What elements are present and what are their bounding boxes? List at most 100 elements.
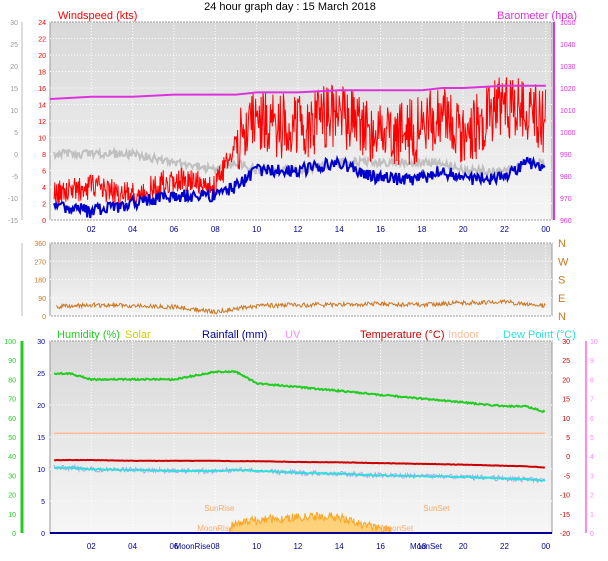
annotation-label: MoonRise bbox=[197, 524, 234, 533]
moonset-x-label: MoonSet bbox=[410, 542, 443, 551]
uv-tick-label: 5 bbox=[590, 435, 594, 442]
x-tick-label: 00 bbox=[541, 225, 550, 234]
legend-label: Rainfall (mm) bbox=[202, 329, 267, 341]
barometer-tick-label: 970 bbox=[560, 196, 572, 203]
x-tick-label: 06 bbox=[169, 225, 178, 234]
x-tick-label: 20 bbox=[459, 542, 468, 551]
x-tick-label: 04 bbox=[128, 225, 137, 234]
barometer-tick-label: 960 bbox=[560, 218, 572, 225]
temp-tick-label: -10 bbox=[560, 493, 570, 500]
x-tick-label: 14 bbox=[335, 542, 344, 551]
barometer-tick-label: 980 bbox=[560, 174, 572, 181]
annotation-label: MoonSet bbox=[381, 524, 414, 533]
uv-tick-label: 4 bbox=[590, 454, 594, 461]
humidity-line bbox=[53, 369, 546, 414]
humidity-tick-label: 80 bbox=[8, 377, 16, 384]
wind-tick-label: 22 bbox=[38, 37, 46, 44]
humidity-tick-label: 50 bbox=[8, 435, 16, 442]
temp-tick-label: 5 bbox=[566, 435, 570, 442]
outer-tick-label: 20 bbox=[10, 64, 18, 71]
temp-tick-label: 10 bbox=[562, 416, 570, 423]
barometer-tick-label: 1040 bbox=[560, 42, 576, 49]
humidity-tick-label: 60 bbox=[8, 416, 16, 423]
direction-tick-label: 0 bbox=[42, 314, 46, 321]
x-tick-label: 14 bbox=[335, 225, 344, 234]
compass-label: W bbox=[558, 256, 569, 268]
uv-tick-label: 3 bbox=[590, 473, 594, 480]
direction-tick-label: 90 bbox=[38, 296, 46, 303]
humidity-tick-label: 100 bbox=[4, 339, 16, 346]
wind-tick-label: 0 bbox=[42, 218, 46, 225]
humidity-tick-label: 40 bbox=[8, 454, 16, 461]
x-tick-label: 12 bbox=[293, 542, 302, 551]
x-tick-label: 02 bbox=[87, 542, 96, 551]
uv-tick-label: 6 bbox=[590, 416, 594, 423]
x-tick-label: 02 bbox=[87, 225, 96, 234]
x-tick-label: 04 bbox=[128, 542, 137, 551]
x-tick-label: 18 bbox=[417, 542, 426, 551]
humidity-tick-label: 70 bbox=[8, 397, 16, 404]
rain-tick-label: 5 bbox=[41, 499, 45, 506]
dewpoint-line bbox=[53, 465, 546, 483]
barometer-tick-label: 1030 bbox=[560, 64, 576, 71]
x-tick-label: 22 bbox=[500, 542, 509, 551]
uv-tick-label: 2 bbox=[590, 493, 594, 500]
temperature-line bbox=[54, 458, 546, 469]
barometer-line bbox=[49, 84, 546, 100]
barometer-axis-label: Barometer (hpa) bbox=[497, 10, 577, 22]
wind-tick-label: 2 bbox=[42, 202, 46, 209]
legend-label: Dew Point (°C) bbox=[503, 329, 576, 341]
temp-tick-label: 15 bbox=[562, 397, 570, 404]
moonrise-x-label: MoonRise bbox=[175, 542, 212, 551]
rain-tick-label: 20 bbox=[37, 403, 45, 410]
wind-tick-label: 24 bbox=[38, 20, 46, 27]
x-tick-label: 22 bbox=[500, 225, 509, 234]
compass-label: S bbox=[558, 275, 565, 287]
temp-tick-label: -5 bbox=[564, 473, 570, 480]
legend-label: Temperature (°C) bbox=[360, 329, 444, 341]
graph-title: 24 hour graph day : 15 March 2018 bbox=[204, 1, 376, 13]
uv-tick-label: 7 bbox=[590, 397, 594, 404]
wind-tick-label: 16 bbox=[38, 86, 46, 93]
x-tick-label: 06 bbox=[169, 542, 178, 551]
humidity-tick-label: 20 bbox=[8, 493, 16, 500]
x-tick-label: 20 bbox=[459, 225, 468, 234]
x-tick-label: 16 bbox=[376, 225, 385, 234]
temp-tick-label: 0 bbox=[566, 454, 570, 461]
wind-tick-label: 4 bbox=[42, 185, 46, 192]
x-tick-label: 00 bbox=[541, 542, 550, 551]
compass-label: E bbox=[558, 293, 565, 305]
rain-tick-label: 0 bbox=[41, 531, 45, 538]
wind-direction-line bbox=[55, 298, 546, 315]
direction-tick-label: 270 bbox=[34, 259, 46, 266]
uv-tick-label: 9 bbox=[590, 358, 594, 365]
wind-tick-label: 20 bbox=[38, 53, 46, 60]
legend-label: UV bbox=[285, 329, 301, 341]
legend-label: Humidity (%) bbox=[57, 329, 120, 341]
windspeed-axis-label: Windspeed (kts) bbox=[58, 10, 137, 22]
compass-label: N bbox=[558, 311, 566, 323]
rain-tick-label: 30 bbox=[37, 339, 45, 346]
solar-area bbox=[229, 512, 395, 535]
legend-label: Indoor bbox=[448, 329, 480, 341]
barometer-tick-label: 1010 bbox=[560, 108, 576, 115]
outer-tick-label: -5 bbox=[12, 174, 18, 181]
temp-tick-label: 25 bbox=[562, 358, 570, 365]
wind-tick-label: 6 bbox=[42, 169, 46, 176]
x-tick-label: 10 bbox=[252, 542, 261, 551]
x-tick-label: 16 bbox=[376, 542, 385, 551]
wind-tick-label: 18 bbox=[38, 70, 46, 77]
outer-tick-label: 10 bbox=[10, 108, 18, 115]
outer-tick-label: 0 bbox=[14, 152, 18, 159]
outer-tick-label: 25 bbox=[10, 42, 18, 49]
temp-tick-label: -15 bbox=[560, 512, 570, 519]
annotation-label: SunRise bbox=[204, 504, 235, 513]
x-tick-label: 12 bbox=[293, 225, 302, 234]
x-tick-label: 18 bbox=[417, 225, 426, 234]
x-tick-label: 10 bbox=[252, 225, 261, 234]
outer-tick-label: 30 bbox=[10, 20, 18, 27]
humidity-tick-label: 90 bbox=[8, 358, 16, 365]
compass-label: N bbox=[558, 238, 566, 250]
rain-tick-label: 15 bbox=[37, 435, 45, 442]
